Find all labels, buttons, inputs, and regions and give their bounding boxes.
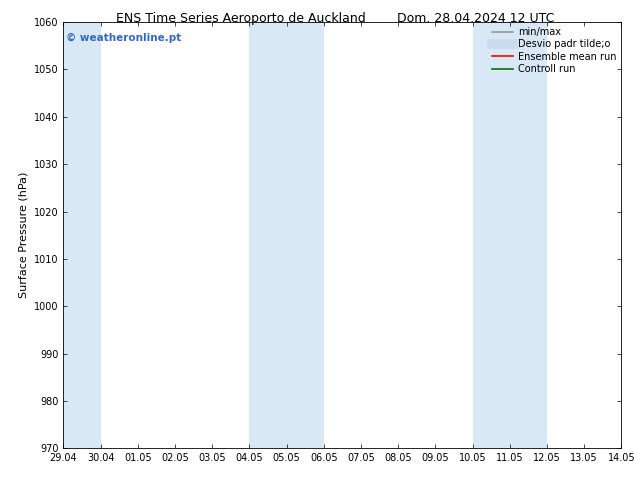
Text: ENS Time Series Aeroporto de Auckland: ENS Time Series Aeroporto de Auckland bbox=[116, 12, 366, 25]
Text: Dom. 28.04.2024 12 UTC: Dom. 28.04.2024 12 UTC bbox=[397, 12, 554, 25]
Bar bbox=[63, 22, 101, 448]
Bar bbox=[249, 22, 324, 448]
Y-axis label: Surface Pressure (hPa): Surface Pressure (hPa) bbox=[18, 172, 29, 298]
Text: © weatheronline.pt: © weatheronline.pt bbox=[66, 33, 181, 43]
Bar bbox=[472, 22, 547, 448]
Legend: min/max, Desvio padr tilde;o, Ensemble mean run, Controll run: min/max, Desvio padr tilde;o, Ensemble m… bbox=[492, 27, 616, 74]
